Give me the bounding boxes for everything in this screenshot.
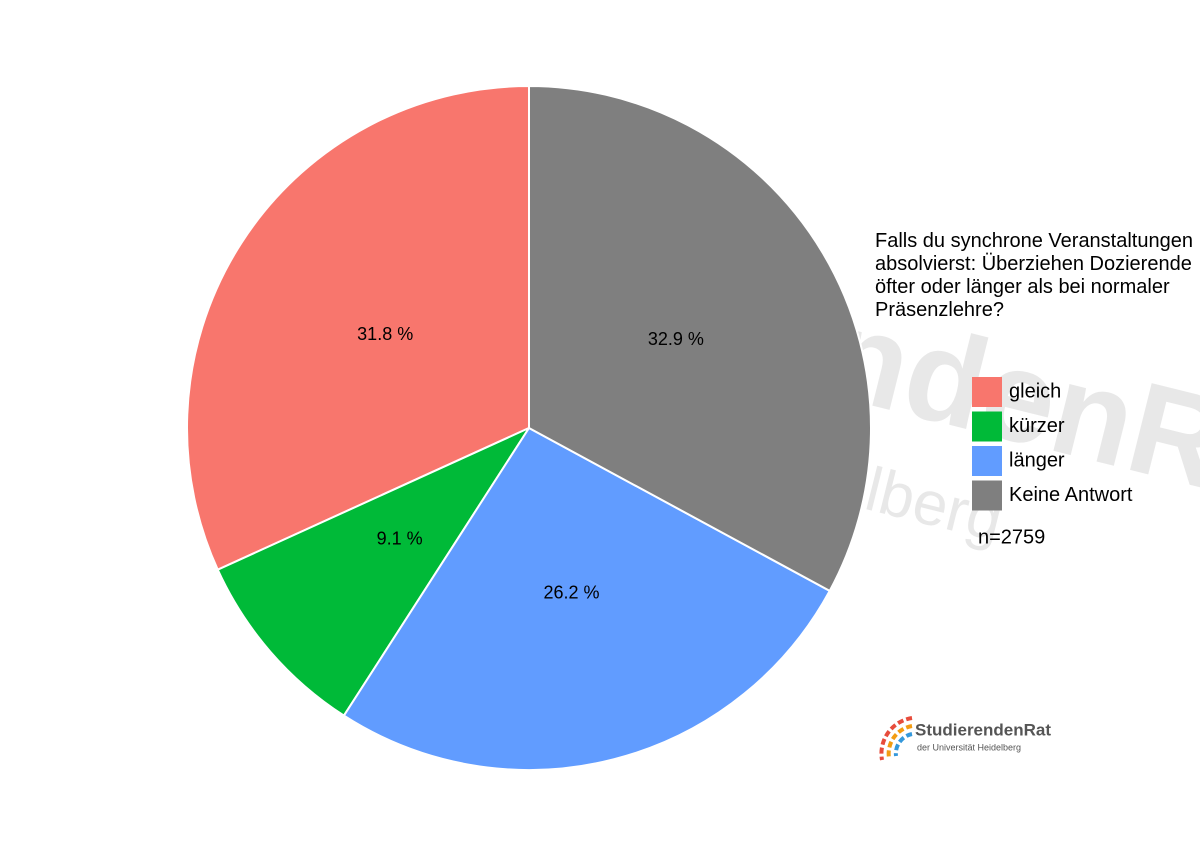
pie: 31.8 % 9.1 % 26.2 % 32.9 %	[186, 84, 872, 771]
pie-slice	[216, 425, 532, 717]
data-label: 32.9 %	[648, 329, 704, 349]
legend-label: länger	[1009, 449, 1065, 471]
pie-slice	[186, 84, 530, 572]
chart-title: Falls du synchrone Veranstaltungen absol…	[875, 230, 1193, 321]
logo: StudierendenRat der Universität Heidelbe…	[879, 716, 1051, 761]
data-label: 31.8 %	[357, 324, 413, 344]
pie-slice	[342, 426, 832, 771]
legend-swatch	[972, 411, 1002, 442]
legend-label: kürzer	[1009, 415, 1065, 437]
legend-swatch	[972, 377, 1002, 407]
data-label: 26.2 %	[544, 582, 600, 602]
pie-slice	[528, 84, 872, 593]
data-label: 9.1 %	[377, 529, 423, 549]
legend-swatch	[972, 480, 1002, 511]
logo-name: StudierendenRat	[915, 720, 1051, 739]
logo-subtitle: der Universität Heidelberg	[917, 742, 1021, 752]
legend-swatch	[972, 446, 1002, 476]
legend-label: Keine Antwort	[1009, 484, 1133, 506]
annotation: n=2759	[978, 526, 1045, 548]
legend-label: gleich	[1009, 380, 1061, 402]
